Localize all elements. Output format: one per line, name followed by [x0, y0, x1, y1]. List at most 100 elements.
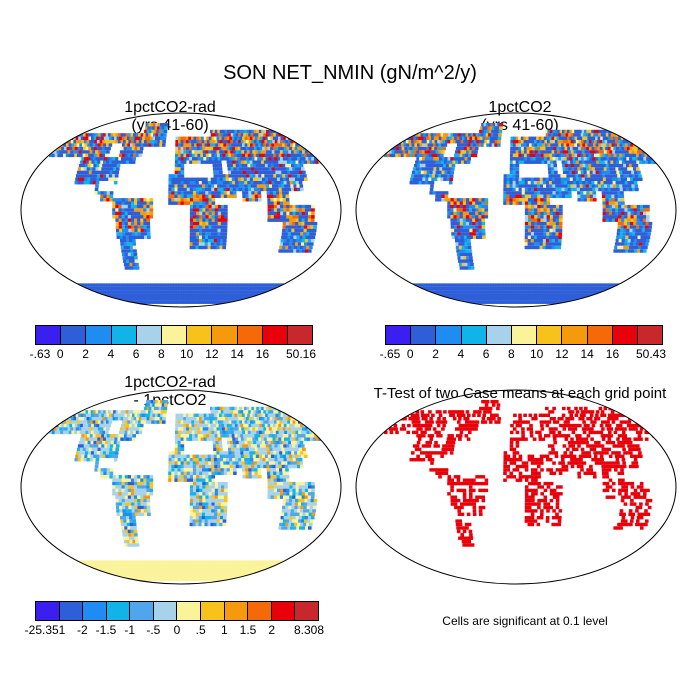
grid-cell: [595, 300, 600, 304]
grid-cell: [55, 143, 59, 147]
grid-cell: [587, 177, 592, 181]
grid-cell: [263, 150, 267, 154]
grid-cell: [445, 133, 450, 137]
grid-cell: [149, 211, 154, 216]
grid-cell: [309, 245, 313, 250]
grid-cell: [524, 181, 529, 185]
grid-cell: [501, 297, 506, 301]
grid-cell: [432, 290, 437, 294]
grid-cell: [487, 136, 492, 140]
grid-cell: [447, 170, 451, 175]
grid-cell: [260, 136, 264, 140]
grid-cell: [632, 293, 636, 297]
grid-cell: [304, 242, 308, 246]
grid-cell: [584, 174, 588, 178]
grid-cell: [552, 290, 556, 294]
grid-cell: [614, 157, 619, 161]
grid-cell: [518, 283, 522, 287]
grid-cell: [194, 153, 199, 158]
grid-cell: [556, 293, 560, 297]
grid-cell: [482, 235, 486, 239]
grid-cell: [404, 293, 408, 297]
grid-cell: [186, 146, 190, 151]
grid-cell: [99, 140, 104, 144]
grid-cell: [186, 160, 190, 164]
grid-cell: [616, 187, 621, 192]
grid-cell: [608, 163, 613, 168]
grid-cell: [183, 157, 188, 161]
grid-cell: [434, 163, 438, 168]
grid-cell: [163, 133, 167, 137]
grid-cell: [408, 136, 412, 140]
grid-cell: [152, 403, 156, 407]
grid-cell: [199, 187, 203, 192]
grid-cell: [465, 297, 469, 301]
grid-cell: [591, 184, 596, 188]
grid-cell: [416, 297, 421, 301]
grid-cell: [442, 297, 446, 301]
grid-cell: [211, 221, 216, 226]
grid-cell: [591, 300, 595, 304]
grid-cell: [518, 194, 523, 198]
grid-cell: [250, 184, 255, 188]
grid-cell: [148, 129, 153, 134]
grid-cell: [533, 181, 538, 185]
grid-cell: [290, 187, 295, 192]
grid-cell: [236, 129, 241, 134]
grid-cell: [531, 218, 535, 222]
grid-cell: [550, 163, 555, 168]
grid-cell: [625, 140, 630, 144]
grid-cell: [278, 133, 282, 137]
grid-cell: [180, 136, 185, 140]
grid-cell: [233, 167, 237, 171]
grid-cell: [515, 163, 520, 168]
grid-cell: [618, 129, 622, 134]
grid-cell: [471, 290, 476, 294]
grid-cell: [194, 150, 198, 154]
grid-cell: [223, 157, 227, 161]
grid-cell: [553, 160, 557, 164]
grid-cell: [611, 204, 616, 209]
grid-cell: [481, 204, 485, 209]
grid-cell: [413, 150, 418, 154]
grid-cell: [641, 153, 646, 158]
grid-cell: [549, 140, 554, 144]
grid-cell: [128, 232, 133, 236]
grid-cell: [639, 177, 643, 181]
grid-cell: [555, 187, 559, 192]
grid-cell: [625, 235, 629, 239]
grid-cell: [643, 133, 647, 137]
grid-cell: [102, 153, 106, 158]
grid-cell: [443, 133, 447, 137]
grid-cell: [204, 239, 209, 243]
grid-cell: [148, 286, 152, 291]
grid-cell: [183, 150, 187, 154]
grid-cell: [299, 293, 303, 297]
grid-cell: [577, 153, 581, 158]
panel2-title-line1: 1pctCO2: [488, 99, 552, 116]
grid-cell: [268, 167, 273, 171]
grid-cell: [560, 153, 564, 158]
grid-cell: [211, 184, 215, 188]
grid-cell: [405, 290, 410, 294]
grid-cell: [481, 215, 485, 219]
grid-cell: [311, 157, 315, 161]
grid-cell: [178, 300, 183, 304]
grid-cell: [83, 133, 87, 137]
grid-cell: [281, 187, 286, 192]
grid-cell: [293, 133, 297, 137]
grid-cell: [592, 187, 596, 192]
grid-cell: [573, 297, 577, 301]
grid-cell: [395, 283, 399, 287]
grid-cell: [202, 201, 206, 205]
grid-cell: [226, 184, 230, 188]
grid-cell: [465, 201, 470, 205]
grid-cell: [251, 198, 256, 202]
grid-cell: [110, 163, 115, 168]
grid-cell: [569, 174, 573, 178]
grid-cell: [104, 293, 109, 297]
grid-cell: [437, 153, 441, 158]
grid-cell: [202, 211, 206, 216]
grid-cell: [219, 170, 223, 175]
grid-cell: [639, 150, 644, 154]
